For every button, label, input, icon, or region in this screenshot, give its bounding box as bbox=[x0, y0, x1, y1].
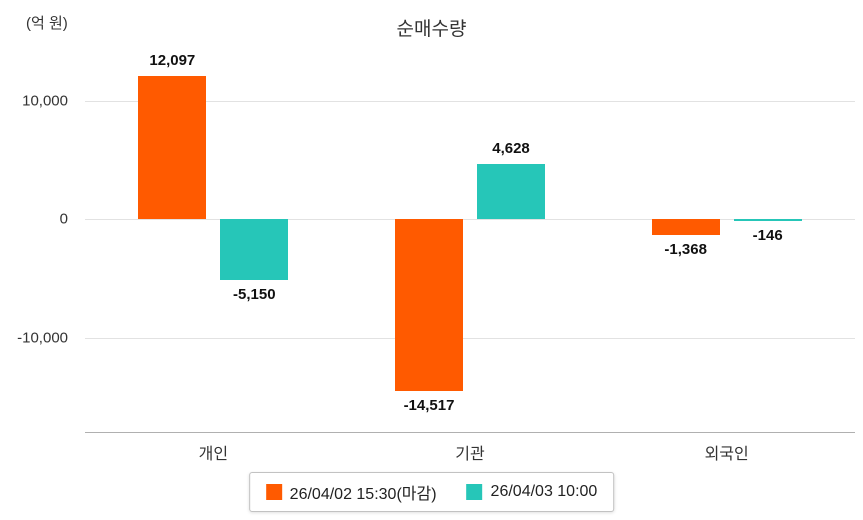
x-axis-category-label: 외국인 bbox=[704, 446, 749, 463]
bar-series1-기관 bbox=[395, 219, 463, 392]
chart-title: 순매수량 bbox=[396, 19, 467, 40]
legend-swatch-icon bbox=[265, 484, 282, 500]
bar-series2-외국인 bbox=[733, 219, 802, 222]
x-axis-category-label: 개인 bbox=[198, 446, 229, 463]
legend: 26/04/02 15:30(마감) 26/04/03 10:00 bbox=[248, 472, 615, 512]
bar-value-label: -1,368 bbox=[664, 241, 707, 259]
legend-item-series1[interactable]: 26/04/02 15:30(마감) bbox=[265, 480, 437, 504]
bar-series2-개인 bbox=[220, 219, 289, 281]
bar-value-label: 12,097 bbox=[149, 51, 196, 69]
bar-value-label: -14,517 bbox=[403, 397, 455, 415]
y-axis-tick-label: -10,000 bbox=[17, 329, 68, 347]
bar-series1-외국인 bbox=[651, 219, 720, 236]
bar-value-label: -5,150 bbox=[233, 286, 276, 304]
y-axis-tick-label: 0 bbox=[59, 210, 68, 228]
bar-value-label: 4,628 bbox=[492, 140, 530, 158]
gridline bbox=[85, 219, 855, 221]
y-axis-tick-label: 10,000 bbox=[22, 92, 68, 110]
bar-series1-개인 bbox=[138, 75, 207, 220]
x-axis-labels: 개인 기관 외국인 bbox=[85, 440, 855, 464]
y-axis-unit-label: (억 원) bbox=[26, 15, 68, 32]
legend-item-series2[interactable]: 26/04/03 10:00 bbox=[466, 483, 598, 501]
plot-area: 12,097 -14,517 -1,368 -5,150 4,628 -146 bbox=[85, 51, 855, 433]
bar-value-label: -146 bbox=[752, 227, 783, 245]
legend-swatch-icon bbox=[466, 484, 483, 500]
legend-label: 26/04/03 10:00 bbox=[490, 483, 598, 500]
x-axis-category-label: 기관 bbox=[455, 446, 485, 463]
bar-series2-기관 bbox=[477, 164, 545, 220]
gridline bbox=[85, 100, 855, 102]
gridline bbox=[85, 337, 855, 339]
legend-label: 26/04/02 15:30(마감) bbox=[289, 486, 437, 503]
